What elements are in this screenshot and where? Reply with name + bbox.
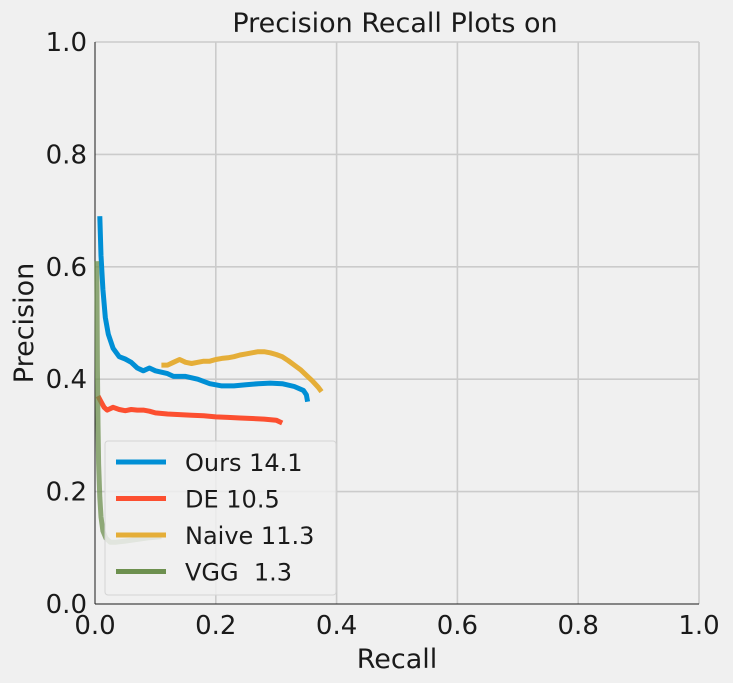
y-tick-label: 0.8 [46, 140, 87, 170]
y-tick-label: 1.0 [46, 28, 87, 58]
x-tick-label: 0.8 [558, 611, 599, 641]
x-tick-labels: 0.0 0.2 0.4 0.6 0.8 1.0 [74, 611, 719, 641]
y-tick-labels: 0.0 0.2 0.4 0.6 0.8 1.0 [46, 28, 87, 620]
x-tick-label: 0.2 [195, 611, 236, 641]
y-tick-label: 0.0 [46, 590, 87, 620]
y-axis-title: Precision [9, 263, 40, 383]
y-tick-label: 0.6 [46, 253, 87, 283]
legend-label: VGG 1.3 [185, 559, 292, 587]
x-tick-label: 0.0 [74, 611, 115, 641]
y-tick-label: 0.2 [46, 478, 87, 508]
x-tick-label: 0.4 [316, 611, 357, 641]
chart-title: Precision Recall Plots on [232, 8, 557, 39]
legend-label: Ours 14.1 [185, 449, 303, 477]
legend: Ours 14.1 DE 10.5 Naive 11.3 VGG 1.3 [104, 440, 337, 596]
x-tick-label: 0.6 [437, 611, 478, 641]
series-line-0 [97, 216, 311, 403]
legend-box [104, 440, 337, 596]
y-tick-label: 0.4 [46, 365, 87, 395]
x-tick-label: 1.0 [678, 611, 719, 641]
legend-label: Naive 11.3 [185, 522, 314, 550]
x-axis-title: Recall [357, 644, 438, 675]
legend-label: DE 10.5 [185, 486, 280, 514]
series-line-2 [161, 349, 324, 394]
series-line-1 [95, 394, 284, 426]
